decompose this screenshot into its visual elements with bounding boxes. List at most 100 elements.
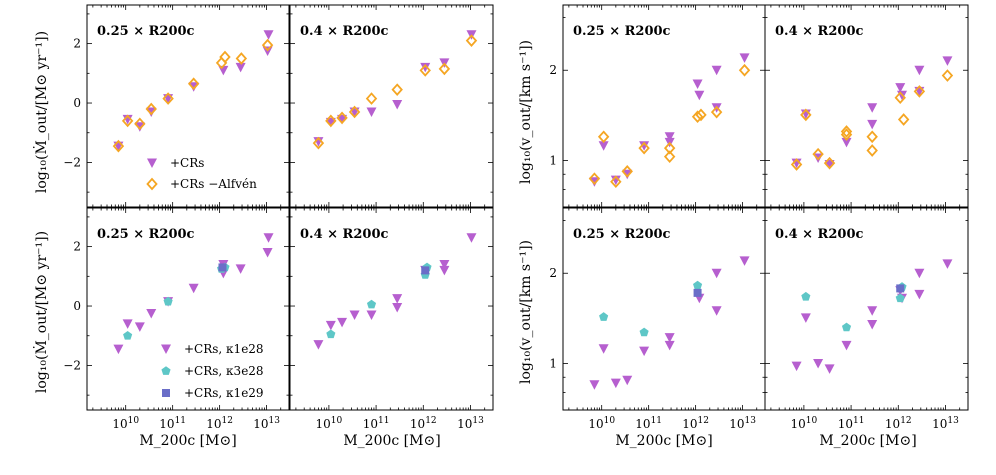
x-tick-label: 1011 — [159, 416, 186, 431]
data-point — [711, 268, 722, 279]
data-point — [262, 248, 273, 258]
panel-label: 0.4 × R200c — [775, 24, 864, 39]
data-point — [439, 265, 450, 276]
data-point — [897, 113, 910, 126]
data-point — [942, 56, 953, 66]
panel-label: 0.4 × R200c — [775, 227, 864, 242]
xlabel-col2: M_200c [M⊙] — [343, 433, 440, 449]
data-point — [261, 38, 274, 52]
legend-marker — [162, 389, 170, 397]
data-point — [639, 141, 650, 151]
panel-label: 0.25 × R200c — [97, 227, 195, 242]
legend-bottom: +CRs, κ1e28 +CRs, κ3e28 +CRs, κ1e29 — [161, 342, 264, 400]
data-point — [439, 259, 450, 270]
data-point — [610, 175, 621, 186]
data-point — [894, 91, 906, 105]
y-tick-label: 2 — [73, 240, 81, 254]
data-point — [134, 122, 145, 132]
data-point — [313, 340, 324, 350]
panel-label: 0.4 × R200c — [300, 227, 389, 242]
data-point — [598, 344, 609, 354]
data-point — [710, 105, 723, 119]
legend-marker — [161, 344, 171, 354]
data-point — [366, 310, 377, 320]
data-point — [867, 103, 878, 113]
data-point — [121, 114, 134, 128]
data-point — [638, 141, 650, 155]
data-point — [663, 150, 676, 164]
x-tick-label: 1010 — [112, 416, 139, 431]
chart-panel-vout-top-04: 0.4 × R200c — [764, 4, 969, 208]
left-top-ylabel: log₁₀(Ṁ_out/[M⊙ yr⁻¹]) — [32, 31, 50, 193]
chart-panel-mdot-top-025: −2 0 2 0.25 × R200c — [63, 4, 290, 208]
x-tick-label: 1012 — [410, 416, 437, 431]
data-point — [622, 169, 633, 180]
data-point — [145, 102, 157, 116]
panel-label: 0.25 × R200c — [573, 227, 671, 242]
x-tick-label: 1012 — [682, 416, 709, 431]
xlabel-col4: M_200c [M⊙] — [819, 433, 916, 449]
data-point — [866, 130, 878, 144]
panel-frame — [764, 4, 969, 208]
data-point — [824, 160, 835, 170]
data-point — [263, 30, 274, 40]
legend-entry: +CRs, κ3e28 — [184, 364, 264, 378]
y-tick-label: 1 — [549, 357, 557, 371]
x-tick-label: 1010 — [791, 416, 818, 431]
panel-label: 0.25 × R200c — [97, 24, 195, 39]
data-point — [942, 259, 953, 269]
data-point — [867, 119, 878, 130]
legend-marker — [146, 177, 158, 191]
data-point — [664, 333, 675, 343]
x-tick-label: 1013 — [457, 416, 484, 431]
x-tick-label: 1013 — [253, 416, 280, 431]
data-point — [866, 144, 878, 157]
x-tick-label: 1012 — [206, 416, 233, 431]
data-point — [146, 107, 157, 117]
data-point — [392, 303, 403, 313]
data-point — [598, 141, 609, 151]
data-point — [313, 137, 324, 147]
data-point — [218, 263, 227, 272]
data-point — [162, 92, 174, 105]
data-point — [914, 65, 925, 76]
data-point — [588, 172, 601, 186]
data-point — [366, 107, 377, 117]
panel-frame — [764, 207, 969, 411]
data-point — [263, 233, 274, 243]
data-point — [739, 256, 750, 266]
data-point — [867, 319, 878, 330]
legend-entry: +CRs, κ1e28 — [184, 342, 264, 356]
panel-label: 0.25 × R200c — [573, 24, 671, 39]
y-tick-label: 2 — [73, 37, 81, 51]
legend-entry: +CRs −Alfvén — [170, 177, 257, 191]
data-point — [235, 52, 248, 65]
data-point — [691, 110, 704, 124]
data-point — [800, 313, 811, 323]
data-point — [813, 359, 824, 369]
y-tick-label: −2 — [63, 358, 81, 372]
data-point — [163, 296, 173, 306]
y-tick-label: 1 — [549, 154, 557, 168]
data-point — [325, 114, 337, 128]
legend-marker — [161, 366, 171, 375]
data-point — [466, 233, 477, 243]
data-point — [349, 310, 360, 320]
data-point — [589, 380, 600, 390]
data-point — [421, 266, 430, 275]
data-point — [610, 378, 621, 389]
data-point — [113, 344, 124, 355]
x-tick-label: 1013 — [729, 416, 756, 431]
x-tick-label: 1010 — [316, 416, 343, 431]
data-point — [896, 284, 905, 293]
chart-panel-vout-bottom-025: 1010 1011 1012 1013 1 2 0.25 × R200c — [549, 207, 766, 431]
xlabel-col1: M_200c [M⊙] — [139, 433, 236, 449]
data-point — [188, 283, 199, 294]
data-point — [219, 50, 231, 64]
legend-entry: +CRs, κ1e29 — [184, 386, 264, 400]
data-point — [112, 139, 125, 153]
panel-frame — [86, 207, 290, 411]
data-point — [134, 322, 145, 332]
left-bottom-ylabel: log₁₀(Ṁ_out/[M⊙ yr⁻¹]) — [32, 231, 50, 393]
